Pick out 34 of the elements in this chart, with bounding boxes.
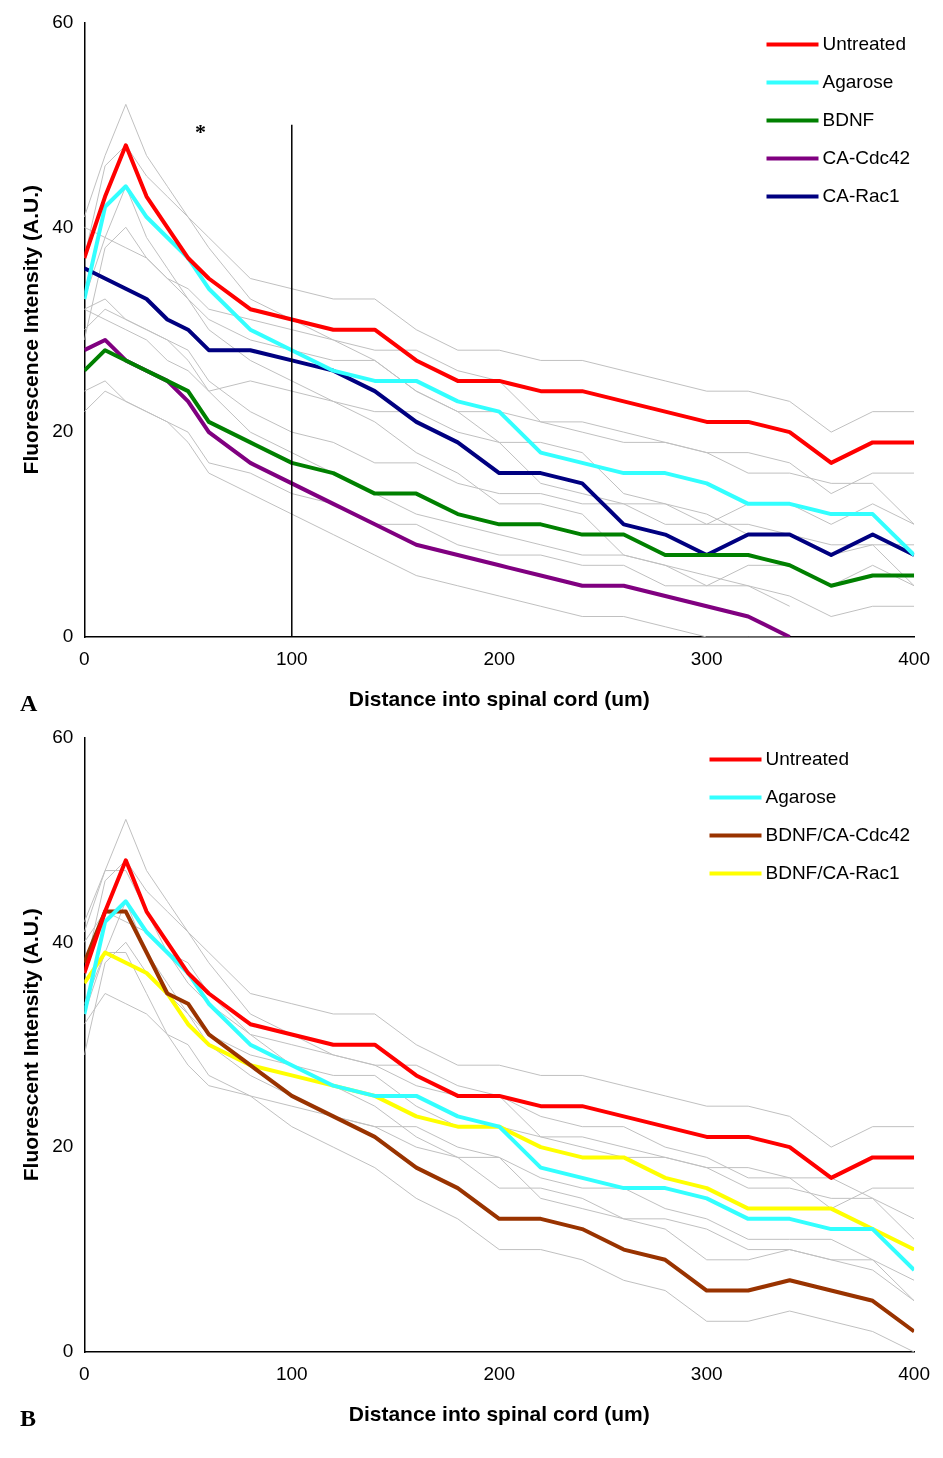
legend-label: CA-Rac1 bbox=[822, 184, 900, 206]
x-tick-label: 0 bbox=[79, 1362, 90, 1384]
x-tick-label: 0 bbox=[79, 647, 90, 669]
legend-label: Agarose bbox=[765, 785, 837, 807]
x-tick-label: 100 bbox=[275, 647, 308, 669]
x-tick-label: 300 bbox=[690, 647, 723, 669]
x-tick-label: 400 bbox=[898, 647, 930, 669]
text: B bbox=[20, 1405, 37, 1432]
y-tick-label: 0 bbox=[62, 625, 74, 647]
y-axis-title: Fluorescent Intensity (A.U.) bbox=[19, 908, 43, 1182]
annotation: * bbox=[195, 118, 207, 144]
x-tick-label: 300 bbox=[690, 1362, 723, 1384]
y-tick-label: 60 bbox=[52, 725, 74, 747]
y-tick-label: 60 bbox=[52, 10, 74, 32]
text: A bbox=[20, 690, 38, 717]
y-tick-label: 40 bbox=[52, 215, 74, 237]
legend-label: BDNF/CA-Cdc42 bbox=[765, 823, 911, 845]
x-tick-label: 200 bbox=[483, 647, 516, 669]
legend-label: Untreated bbox=[822, 32, 906, 54]
x-axis-title: Distance into spinal cord (um) bbox=[348, 1402, 650, 1426]
x-tick-label: 400 bbox=[898, 1362, 930, 1384]
legend-label: CA-Cdc42 bbox=[822, 146, 911, 168]
legend-label: BDNF/CA-Rac1 bbox=[765, 861, 900, 883]
legend-label: Agarose bbox=[822, 70, 894, 92]
y-tick-label: 20 bbox=[52, 420, 74, 442]
legend-label: Untreated bbox=[765, 747, 849, 769]
legend-label: BDNF bbox=[822, 108, 875, 130]
x-tick-label: 100 bbox=[275, 1362, 308, 1384]
y-tick-label: 40 bbox=[52, 930, 74, 952]
y-axis-title: Fluorescence Intensity (A.U.) bbox=[19, 185, 43, 475]
y-tick-label: 20 bbox=[52, 1135, 74, 1157]
y-tick-label: 0 bbox=[62, 1340, 74, 1362]
x-axis-title: Distance into spinal cord (um) bbox=[348, 687, 650, 711]
x-tick-label: 200 bbox=[483, 1362, 516, 1384]
